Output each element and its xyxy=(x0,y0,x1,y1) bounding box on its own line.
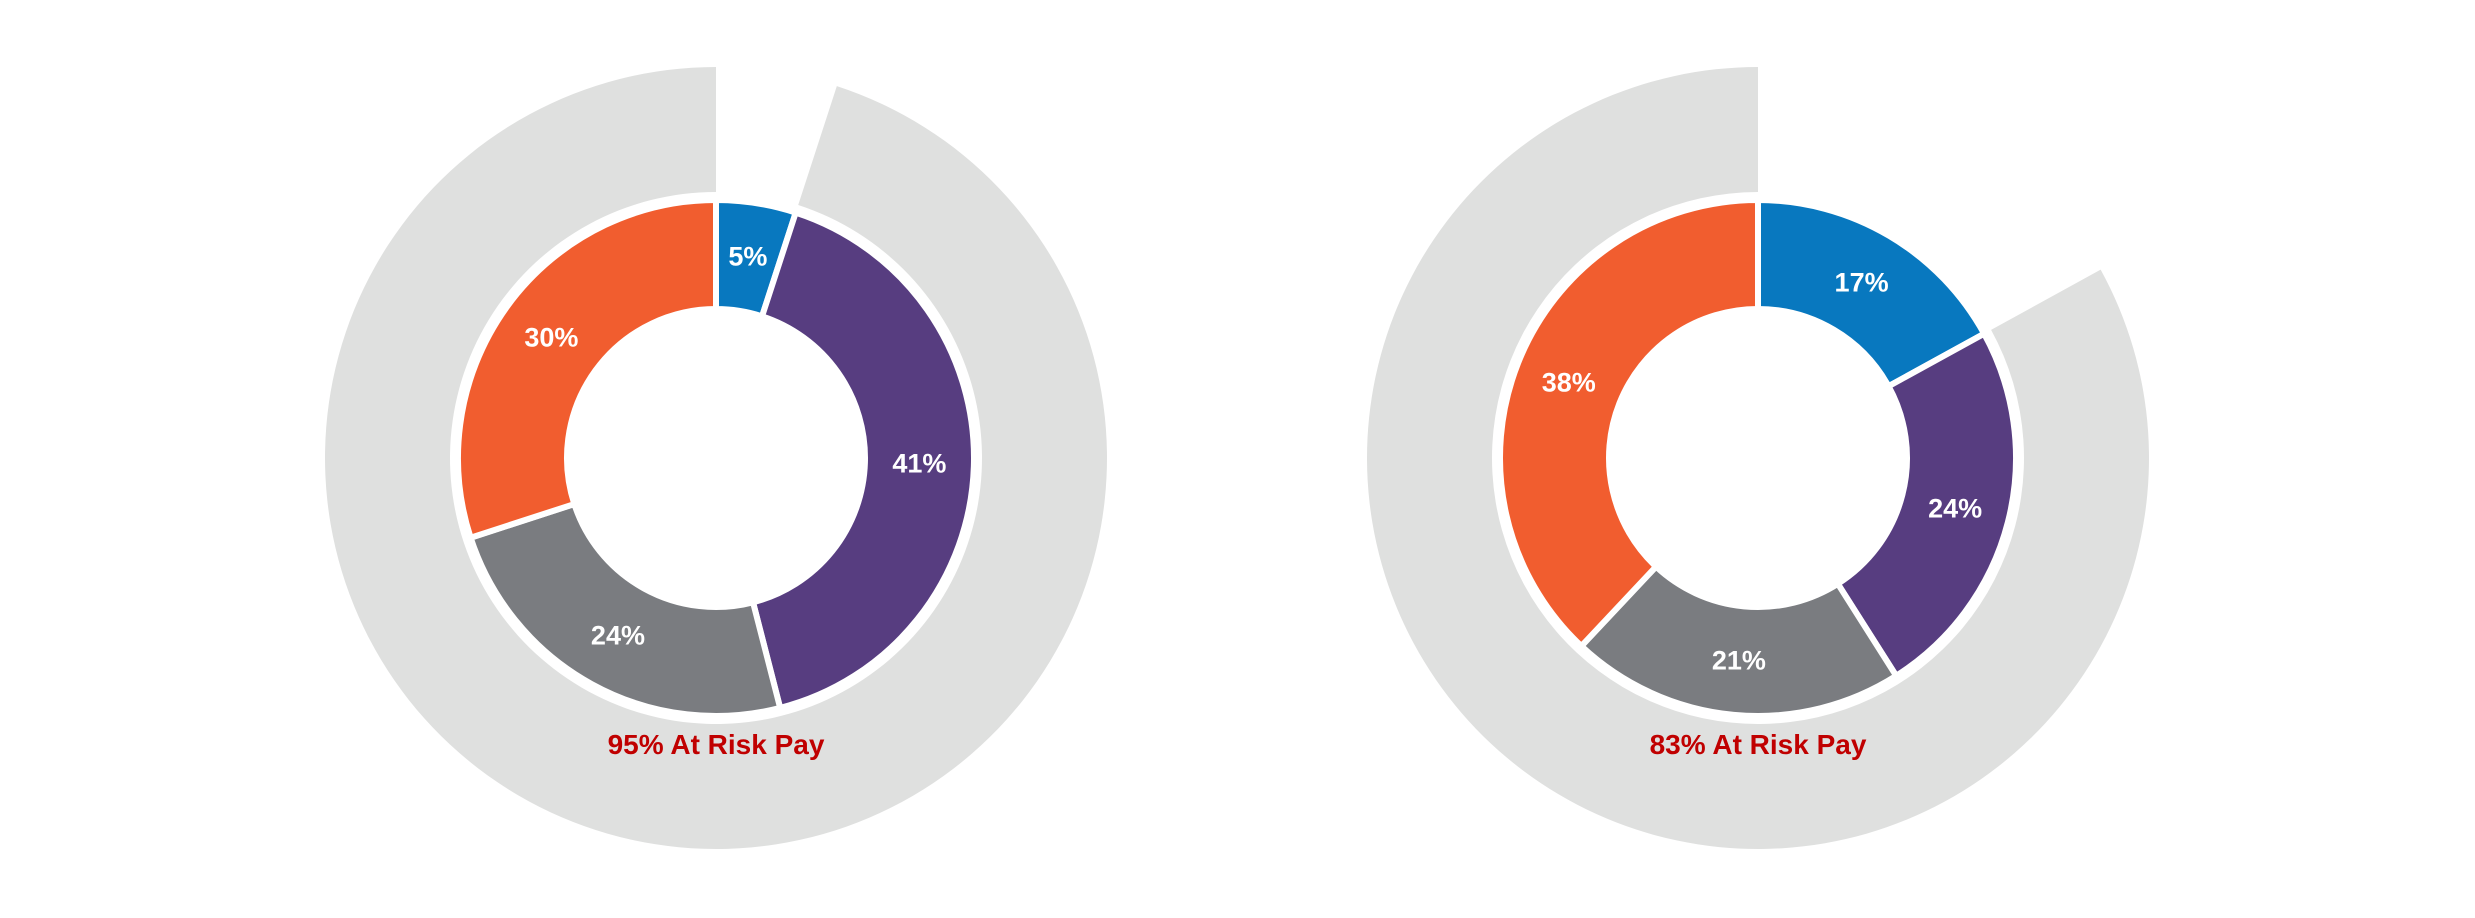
at-risk-pay-label: 83% At Risk Pay xyxy=(1649,729,1867,760)
slice-label-orange: 30% xyxy=(524,322,579,353)
slice-label-blue: 5% xyxy=(728,241,768,272)
donut-chart-right: 83% At Risk Pay 17% 24% 21% 38% xyxy=(1308,0,2208,918)
donut-slice-blue xyxy=(1755,196,1989,391)
donut-chart-left: 95% At Risk Pay 5% 41% 24% 30% xyxy=(266,0,1166,918)
at-risk-pay-label: 95% At Risk Pay xyxy=(607,729,825,760)
donut-slice-gray xyxy=(466,500,784,719)
donut-svg xyxy=(324,67,1107,849)
slice-label-purple: 24% xyxy=(1928,493,1983,524)
slice-label-blue: 17% xyxy=(1834,267,1889,298)
donut-slice-orange xyxy=(1497,196,1761,651)
slice-label-gray: 21% xyxy=(1711,645,1766,676)
donut-slice-purple xyxy=(749,208,977,712)
outer-ring-arc xyxy=(1367,67,2149,850)
donut-slice-purple xyxy=(1833,329,2019,680)
outer-ring-arc xyxy=(324,67,1107,849)
donut-slice-orange xyxy=(455,196,719,542)
slice-label-purple: 41% xyxy=(892,448,947,479)
slice-label-gray: 24% xyxy=(590,620,645,651)
slice-label-orange: 38% xyxy=(1541,367,1596,398)
donut-slice-gray xyxy=(1577,562,1901,719)
donut-svg xyxy=(1367,67,2149,850)
